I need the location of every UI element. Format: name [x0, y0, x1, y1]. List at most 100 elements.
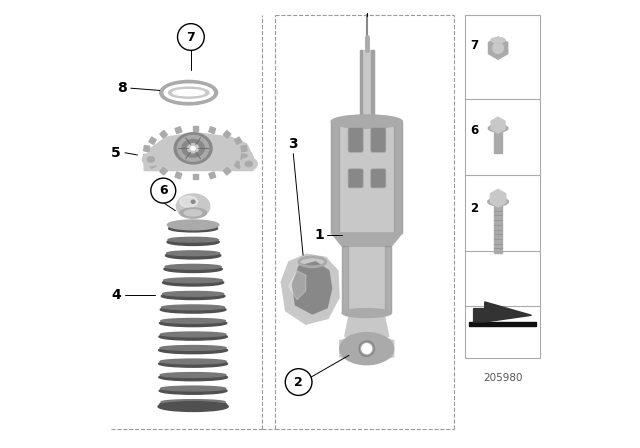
Ellipse shape — [245, 161, 252, 167]
Polygon shape — [342, 246, 349, 313]
Ellipse shape — [168, 225, 218, 232]
Ellipse shape — [163, 292, 223, 296]
Ellipse shape — [166, 252, 221, 259]
Ellipse shape — [191, 146, 195, 150]
Ellipse shape — [159, 333, 227, 340]
Ellipse shape — [177, 135, 209, 161]
Polygon shape — [371, 50, 374, 121]
Polygon shape — [209, 172, 216, 179]
Polygon shape — [381, 338, 394, 360]
Ellipse shape — [177, 194, 210, 219]
Text: 6: 6 — [470, 124, 478, 137]
Polygon shape — [193, 126, 198, 131]
Polygon shape — [143, 146, 150, 152]
Ellipse shape — [164, 84, 213, 101]
Ellipse shape — [491, 38, 505, 43]
Ellipse shape — [180, 208, 207, 218]
Polygon shape — [149, 137, 156, 144]
Ellipse shape — [161, 319, 225, 323]
Polygon shape — [234, 161, 242, 168]
FancyBboxPatch shape — [371, 127, 386, 152]
Polygon shape — [474, 302, 531, 322]
Polygon shape — [223, 168, 231, 175]
Ellipse shape — [159, 360, 228, 367]
Ellipse shape — [161, 293, 225, 300]
Ellipse shape — [188, 144, 198, 153]
Ellipse shape — [159, 320, 227, 327]
Polygon shape — [241, 154, 247, 160]
Ellipse shape — [159, 347, 228, 353]
Polygon shape — [223, 130, 231, 138]
FancyBboxPatch shape — [371, 169, 386, 188]
Polygon shape — [394, 121, 403, 233]
Polygon shape — [331, 121, 403, 233]
Polygon shape — [289, 271, 306, 300]
Polygon shape — [385, 246, 391, 313]
Ellipse shape — [160, 401, 227, 408]
Ellipse shape — [160, 359, 226, 364]
Ellipse shape — [159, 388, 227, 394]
Ellipse shape — [147, 157, 154, 162]
Polygon shape — [494, 128, 502, 153]
Text: 205980: 205980 — [483, 373, 522, 383]
Text: 5: 5 — [111, 146, 121, 160]
Polygon shape — [331, 233, 403, 246]
Polygon shape — [494, 202, 502, 253]
Ellipse shape — [174, 133, 212, 164]
Ellipse shape — [488, 125, 508, 132]
Polygon shape — [360, 50, 362, 121]
Polygon shape — [160, 130, 167, 138]
Ellipse shape — [488, 198, 508, 206]
Text: 7: 7 — [470, 39, 478, 52]
Ellipse shape — [161, 305, 225, 310]
Circle shape — [151, 178, 176, 203]
Text: 7: 7 — [186, 30, 195, 43]
Polygon shape — [160, 168, 167, 175]
Ellipse shape — [340, 332, 394, 365]
Ellipse shape — [182, 139, 204, 157]
Polygon shape — [292, 262, 332, 314]
Ellipse shape — [142, 153, 159, 166]
Ellipse shape — [180, 196, 198, 207]
Ellipse shape — [331, 115, 403, 128]
Ellipse shape — [160, 80, 218, 105]
Circle shape — [493, 43, 504, 53]
Polygon shape — [340, 338, 352, 360]
Ellipse shape — [342, 309, 391, 318]
Ellipse shape — [168, 87, 209, 98]
Polygon shape — [144, 133, 253, 171]
Polygon shape — [175, 172, 182, 179]
Ellipse shape — [160, 306, 226, 313]
Ellipse shape — [161, 400, 225, 405]
Polygon shape — [331, 121, 339, 233]
Polygon shape — [234, 137, 242, 144]
Text: 4: 4 — [111, 288, 121, 302]
Ellipse shape — [167, 238, 219, 246]
Circle shape — [177, 24, 204, 50]
Polygon shape — [342, 246, 391, 313]
Polygon shape — [193, 174, 198, 180]
Text: 3: 3 — [289, 137, 298, 151]
Ellipse shape — [184, 210, 202, 216]
Ellipse shape — [168, 220, 219, 230]
Polygon shape — [149, 161, 156, 168]
Ellipse shape — [159, 374, 227, 381]
Text: 2: 2 — [294, 375, 303, 388]
Ellipse shape — [160, 332, 226, 337]
Ellipse shape — [191, 200, 195, 203]
Polygon shape — [209, 127, 216, 134]
Polygon shape — [469, 322, 536, 327]
Polygon shape — [143, 154, 150, 160]
Ellipse shape — [164, 278, 223, 283]
FancyBboxPatch shape — [348, 169, 363, 188]
Text: 8: 8 — [117, 81, 127, 95]
Polygon shape — [175, 127, 182, 134]
Text: 6: 6 — [159, 184, 168, 197]
Ellipse shape — [164, 266, 222, 272]
Ellipse shape — [161, 386, 226, 391]
FancyBboxPatch shape — [348, 127, 363, 152]
Polygon shape — [360, 50, 374, 121]
Ellipse shape — [240, 158, 257, 170]
Text: 1: 1 — [314, 228, 324, 242]
Ellipse shape — [170, 224, 216, 228]
